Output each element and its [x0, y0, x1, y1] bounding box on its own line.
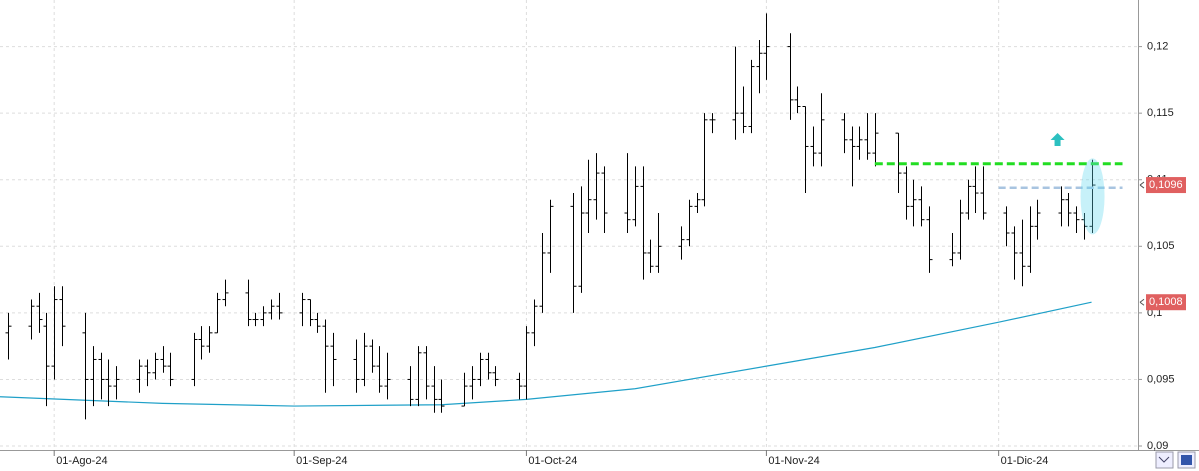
- x-tick-label: 01-Sep-24: [296, 455, 347, 467]
- price-pointer: [1139, 298, 1145, 306]
- x-tick-label: 01-Oct-24: [528, 455, 577, 467]
- toolbar-icons: [1155, 451, 1196, 469]
- zoom-icon[interactable]: [1155, 451, 1174, 469]
- price-label: 0,1096: [1149, 179, 1183, 191]
- save-glyph: [1181, 455, 1192, 465]
- moving-average: [0, 301, 1092, 407]
- y-tick-label: 0,115: [1147, 107, 1174, 119]
- x-tick-label: 01-Ago-24: [56, 455, 107, 467]
- y-tick-label: 0,09: [1147, 440, 1168, 452]
- x-tick-label: 01-Dic-24: [1001, 455, 1049, 467]
- price-label: 0,1008: [1149, 296, 1183, 308]
- y-tick-label: 0,105: [1147, 240, 1175, 252]
- y-tick-label: 0,12: [1147, 41, 1168, 53]
- price-pointer: [1139, 181, 1145, 189]
- x-tick-label: 01-Nov-24: [768, 455, 819, 467]
- price-label-box: [1146, 177, 1186, 194]
- zoom-glyph: [1158, 456, 1170, 463]
- up-arrow: [1050, 133, 1065, 146]
- y-tick-label: 0,095: [1147, 373, 1175, 385]
- price-label-box: [1146, 294, 1186, 311]
- highlight: [1080, 158, 1105, 235]
